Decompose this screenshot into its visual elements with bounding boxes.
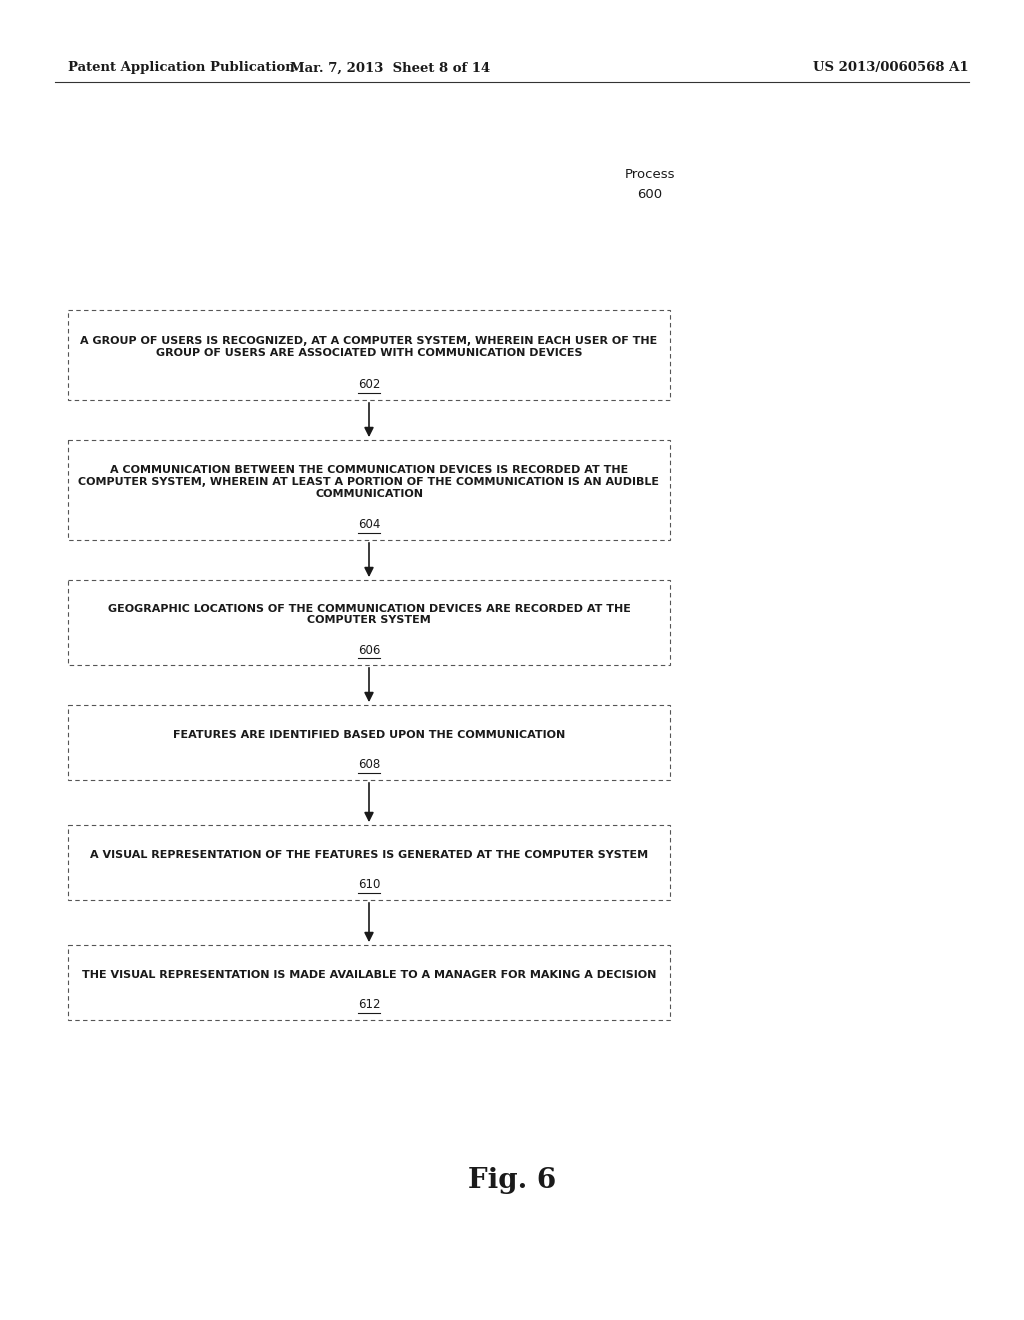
Text: 604: 604 (357, 519, 380, 532)
Text: Process: Process (625, 169, 675, 181)
Text: 610: 610 (357, 879, 380, 891)
Bar (68, 945, 670, 1020)
Text: Patent Application Publication: Patent Application Publication (68, 62, 295, 74)
Text: GEOGRAPHIC LOCATIONS OF THE COMMUNICATION DEVICES ARE RECORDED AT THE
COMPUTER S: GEOGRAPHIC LOCATIONS OF THE COMMUNICATIO… (108, 603, 631, 626)
Bar (68, 705, 670, 780)
Text: Mar. 7, 2013  Sheet 8 of 14: Mar. 7, 2013 Sheet 8 of 14 (290, 62, 490, 74)
Text: 612: 612 (357, 998, 380, 1011)
Bar (68, 579, 670, 665)
Bar (68, 825, 670, 900)
Bar (68, 440, 670, 540)
Text: 608: 608 (357, 759, 380, 771)
Text: 600: 600 (637, 189, 663, 202)
Text: Fig. 6: Fig. 6 (468, 1167, 556, 1193)
Text: A COMMUNICATION BETWEEN THE COMMUNICATION DEVICES IS RECORDED AT THE
COMPUTER SY: A COMMUNICATION BETWEEN THE COMMUNICATIO… (79, 466, 659, 499)
Text: 602: 602 (357, 379, 380, 392)
Text: US 2013/0060568 A1: US 2013/0060568 A1 (813, 62, 969, 74)
Text: A VISUAL REPRESENTATION OF THE FEATURES IS GENERATED AT THE COMPUTER SYSTEM: A VISUAL REPRESENTATION OF THE FEATURES … (90, 850, 648, 859)
Text: FEATURES ARE IDENTIFIED BASED UPON THE COMMUNICATION: FEATURES ARE IDENTIFIED BASED UPON THE C… (173, 730, 565, 739)
Text: 606: 606 (357, 644, 380, 656)
Bar (68, 310, 670, 400)
Text: THE VISUAL REPRESENTATION IS MADE AVAILABLE TO A MANAGER FOR MAKING A DECISION: THE VISUAL REPRESENTATION IS MADE AVAILA… (82, 969, 656, 979)
Text: A GROUP OF USERS IS RECOGNIZED, AT A COMPUTER SYSTEM, WHEREIN EACH USER OF THE
G: A GROUP OF USERS IS RECOGNIZED, AT A COM… (80, 337, 657, 358)
